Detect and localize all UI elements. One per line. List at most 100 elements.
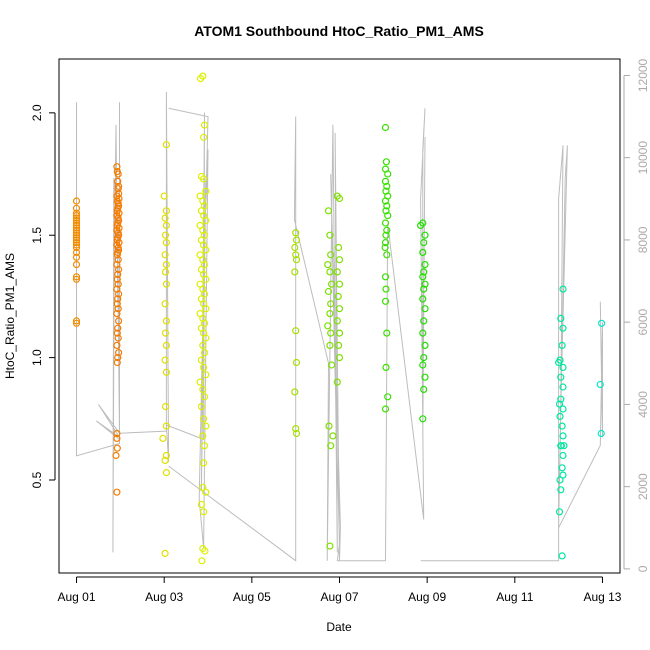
data-point xyxy=(381,297,390,305)
data-point xyxy=(162,280,170,288)
data-point xyxy=(113,444,121,452)
data-point xyxy=(161,356,169,364)
data-point xyxy=(558,552,566,560)
data-point xyxy=(421,280,429,288)
data-point xyxy=(559,383,567,391)
data-point xyxy=(419,273,427,281)
data-point xyxy=(200,133,208,141)
data-point xyxy=(161,403,170,411)
data-point xyxy=(114,317,123,325)
data-point xyxy=(72,273,81,281)
data-point xyxy=(202,334,210,342)
data-point xyxy=(335,305,344,313)
data-point xyxy=(329,432,337,440)
data-point xyxy=(113,358,121,367)
data-point xyxy=(200,415,208,423)
y-axis-left: 0.5 1.0 1.5 2.0 xyxy=(30,104,56,488)
data-point xyxy=(200,202,209,210)
data-point xyxy=(382,207,390,215)
y-tick-label: 1.5 xyxy=(30,227,44,244)
data-point xyxy=(72,248,81,256)
data-point xyxy=(559,432,567,440)
data-point xyxy=(114,270,122,278)
data-point xyxy=(197,356,205,364)
data-point xyxy=(114,349,123,357)
data-point xyxy=(114,170,122,178)
data-point xyxy=(557,442,565,450)
data-point xyxy=(382,363,390,371)
track-line xyxy=(420,145,603,562)
data-point xyxy=(291,388,299,396)
data-point xyxy=(335,329,344,337)
data-point xyxy=(200,175,208,183)
data-point xyxy=(420,285,428,293)
data-point xyxy=(555,508,564,516)
data-point xyxy=(292,256,301,264)
data-point xyxy=(383,329,391,337)
data-point xyxy=(292,236,301,244)
data-point xyxy=(72,226,81,234)
data-point xyxy=(201,547,209,555)
data-point xyxy=(335,194,344,203)
data-point xyxy=(420,385,428,393)
data-point xyxy=(419,329,427,337)
data-point xyxy=(381,405,390,413)
data-point xyxy=(556,412,564,420)
data-point xyxy=(381,273,390,281)
data-point xyxy=(419,361,427,369)
data-point xyxy=(554,358,563,367)
data-point xyxy=(72,243,81,252)
data-point xyxy=(333,268,341,276)
data-point xyxy=(559,285,567,293)
data-point xyxy=(72,261,81,269)
data-point xyxy=(202,422,210,430)
data-point xyxy=(333,378,341,386)
data-point xyxy=(200,261,209,269)
data-point xyxy=(114,290,123,298)
data-point xyxy=(72,275,81,283)
data-point xyxy=(421,341,429,349)
data-point xyxy=(384,212,392,220)
data-point xyxy=(326,310,334,318)
data-point xyxy=(161,214,169,222)
data-point xyxy=(113,300,121,308)
data-point xyxy=(114,256,122,264)
data-point xyxy=(558,341,566,349)
data-point xyxy=(324,207,333,215)
y2-tick-label: 8000 xyxy=(636,226,650,253)
data-point xyxy=(72,234,81,242)
data-point xyxy=(72,224,81,232)
data-point xyxy=(72,239,81,247)
data-point xyxy=(327,329,335,337)
data-point xyxy=(327,442,335,450)
plot-frame xyxy=(58,58,621,574)
data-point xyxy=(198,557,206,565)
data-point xyxy=(114,182,123,190)
data-point xyxy=(114,334,122,342)
data-point xyxy=(420,317,428,325)
data-point xyxy=(200,121,209,129)
data-point xyxy=(559,324,567,332)
data-points xyxy=(72,72,606,565)
y2-tick-label: 12000 xyxy=(636,58,650,92)
data-point xyxy=(324,287,333,296)
data-point xyxy=(162,469,170,477)
data-point xyxy=(557,395,565,403)
data-point xyxy=(596,380,604,389)
data-point xyxy=(335,256,344,264)
y-axis-right: 0 2000 4000 6000 8000 10000 12000 xyxy=(623,58,650,572)
data-point xyxy=(72,197,81,205)
data-point xyxy=(199,385,207,393)
data-point xyxy=(200,508,208,516)
data-point xyxy=(200,290,209,298)
data-point xyxy=(381,219,390,227)
data-point xyxy=(383,251,391,259)
data-point xyxy=(420,268,428,276)
data-point xyxy=(335,341,343,349)
data-point xyxy=(559,471,567,479)
data-point xyxy=(114,177,122,185)
data-point xyxy=(381,239,390,247)
data-point xyxy=(199,341,207,349)
data-point xyxy=(114,354,122,362)
track-line xyxy=(76,91,209,553)
